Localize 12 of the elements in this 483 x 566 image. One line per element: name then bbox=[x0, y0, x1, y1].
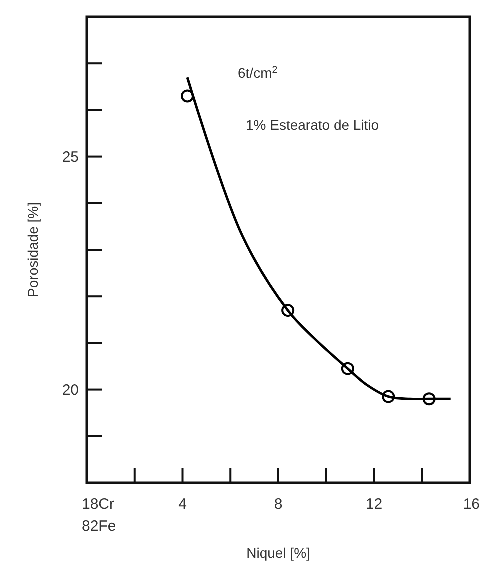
x-tick-label: 12 bbox=[366, 496, 383, 513]
annotation: 1% Estearato de Litio bbox=[246, 117, 380, 133]
y-axis-title: Porosidade [%] bbox=[25, 202, 41, 298]
x-axis-title: Niquel [%] bbox=[246, 545, 310, 561]
annotation: 6t/cm$^{2}$ bbox=[238, 64, 278, 81]
y-tick-label: 25 bbox=[62, 149, 79, 166]
x-tick-label: 18Cr 82Fe bbox=[82, 496, 116, 535]
x-tick-label: 8 bbox=[274, 496, 283, 513]
x-tick-label: 16 bbox=[463, 496, 480, 513]
x-tick-label: 4 bbox=[178, 496, 187, 513]
y-tick-label: 20 bbox=[62, 382, 79, 400]
point bbox=[181, 90, 194, 103]
